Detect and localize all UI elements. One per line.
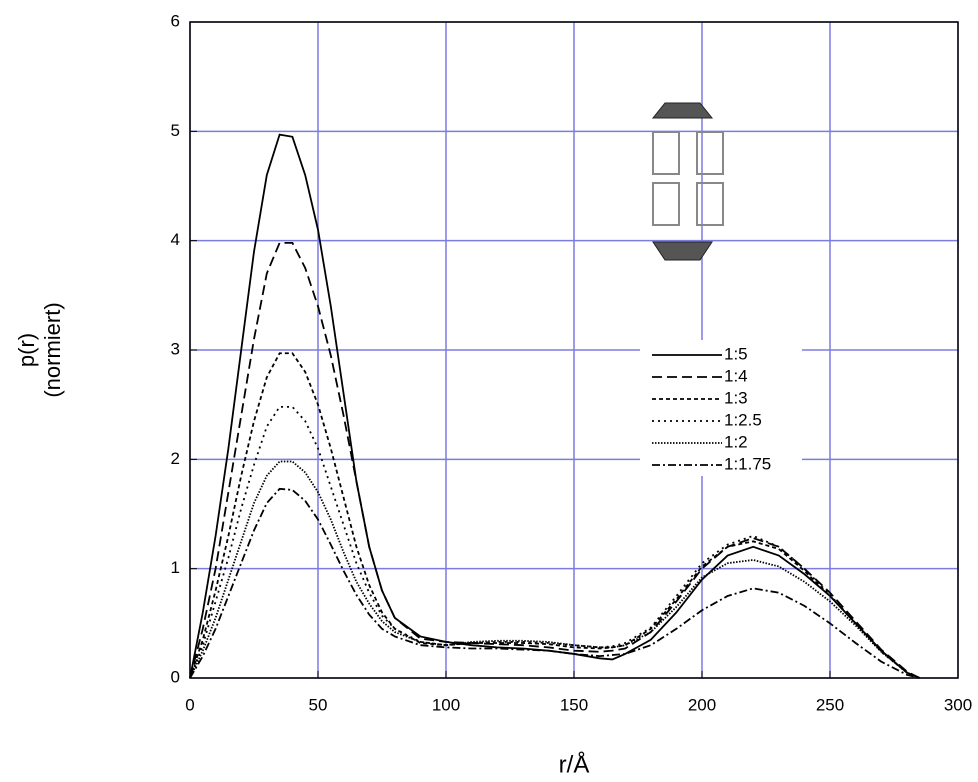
x-tick-label: 150 [560,695,588,714]
legend-label: 1:5 [724,344,748,363]
series-line [189,133,920,679]
x-tick-label: 0 [185,695,194,714]
y-axis-label-line: p(r) [14,333,39,367]
legend-background [640,340,802,476]
lines [189,133,921,679]
y-tick-label: 1 [171,558,180,577]
icon-cap [651,102,714,119]
x-tick-label: 50 [309,695,328,714]
legend-label: 1:4 [724,366,748,385]
inset-icon [651,102,724,261]
y-tick-label: 6 [171,11,180,30]
legend-label: 1:2 [724,432,748,451]
legend-label: 1:2.5 [724,410,762,429]
x-axis-label: r/Å [559,750,590,778]
icon-box [696,131,724,175]
icon-cap [652,241,713,261]
legend-label: 1:3 [724,388,748,407]
icon-box [696,182,724,226]
grid [189,21,959,679]
x-tick-label: 100 [432,695,460,714]
y-axis-label: p(r) (normiert) [14,302,65,397]
legend: 1:5 1:4 1:3 1:2.5 1:2 1:1.75 [652,344,771,473]
y-tick-label: 3 [171,339,180,358]
x-tick-label: 250 [816,695,844,714]
x-tick-label: 200 [688,695,716,714]
y-tick-label: 5 [171,121,180,140]
icon-box [652,182,680,226]
series-line [189,352,920,679]
series-line [189,241,921,679]
series-line [189,460,920,679]
series-line [189,405,920,679]
x-tick-label: 300 [944,695,972,714]
y-tick-label: 0 [171,667,180,686]
series-line [189,487,920,679]
legend-label: 1:1.75 [724,454,771,473]
y-tick-label: 4 [171,230,180,249]
y-tick-label: 2 [171,449,180,468]
y-axis-label-line: (normiert) [40,302,65,397]
icon-box [652,131,680,175]
